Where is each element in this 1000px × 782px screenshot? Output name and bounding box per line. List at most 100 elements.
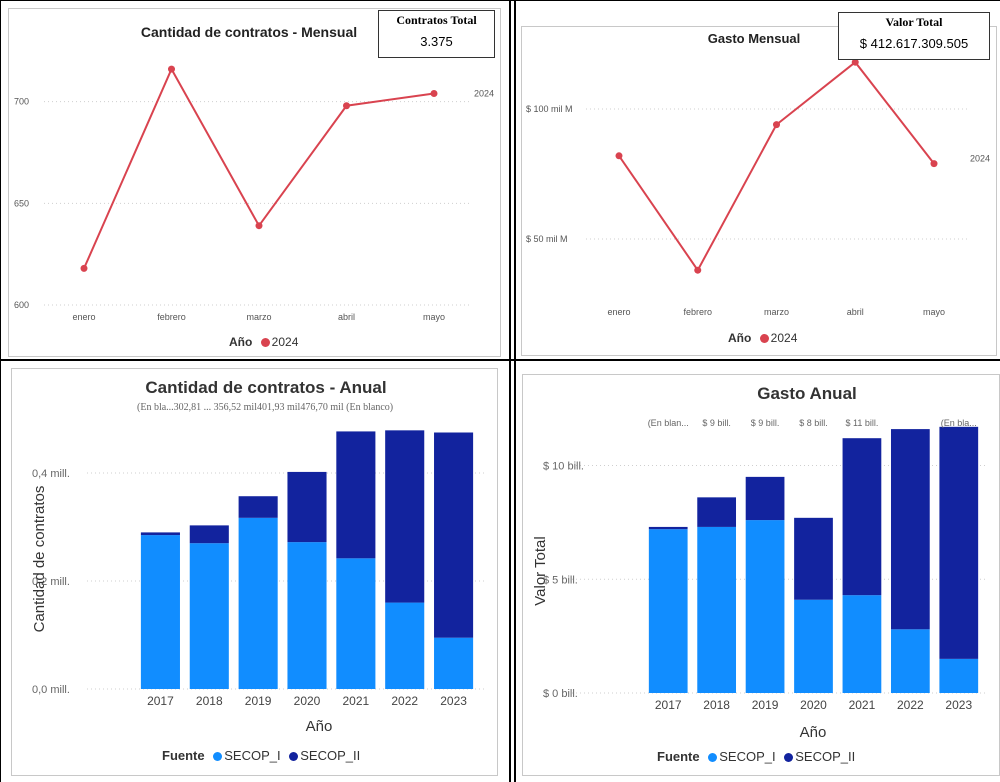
bar-total-label: $ 8 bill.: [799, 418, 828, 428]
bar-secop-ii: [287, 471, 327, 543]
legend-item-secop-ii: SECOP_II: [795, 749, 856, 764]
data-point: [168, 65, 175, 73]
bar-secop-i: [794, 599, 833, 693]
legend-dot-secop-ii: [289, 752, 299, 762]
x-tick-label: abril: [847, 307, 864, 317]
panel-annual-count: Cantidad de contratos - Anual Cantidad d…: [11, 368, 498, 776]
bar-secop-i: [336, 558, 376, 689]
x-tick-label: 2022: [391, 694, 418, 708]
y-tick-label: 650: [14, 198, 29, 208]
top-edge-line: [0, 0, 1000, 1]
legend-title: Fuente: [162, 748, 205, 763]
panel-monthly-count: Cantidad de contratos - Mensual 600 650 70…: [8, 8, 501, 357]
bar-total-label: $ 11 bill.: [845, 418, 878, 428]
monthly-count-chart: Cantidad de contratos - Mensual 600 650 70…: [14, 24, 494, 322]
y-tick-label: $ 10 bill.: [543, 461, 584, 473]
y-tick-label: 700: [14, 97, 29, 107]
x-tick-label: marzo: [246, 312, 271, 322]
data-point: [773, 121, 780, 129]
y-tick-label: $ 50 mil M: [526, 234, 568, 244]
bar-total-label: $ 9 bill.: [702, 418, 731, 428]
bar-total-label: (En bla...: [941, 418, 977, 428]
x-tick-label: mayo: [923, 307, 945, 317]
data-point: [851, 58, 859, 66]
x-tick-label: enero: [72, 312, 95, 322]
legend-dot-secop-i: [708, 753, 718, 763]
legend-item: 2024: [770, 331, 798, 345]
annual-count-chart: Cantidad de contratos - Anual Cantidad d…: [31, 378, 485, 735]
x-tick-label: febrero: [683, 307, 712, 317]
kpi-card-contratos: Contratos Total 3.375: [378, 10, 495, 58]
x-tick-label: 2019: [752, 698, 779, 712]
x-tick-label: marzo: [764, 307, 789, 317]
y-tick-label: 0,2 mill.: [32, 576, 70, 588]
data-point: [80, 264, 88, 272]
bar-secop-ii: [189, 525, 229, 544]
legend: Fuente SECOP_I SECOP_II: [162, 748, 360, 763]
bar-secop-ii: [434, 432, 474, 638]
bar-secop-i: [140, 535, 180, 689]
y-tick-label: $ 5 bill.: [543, 574, 578, 586]
kpi-card-valor: Valor Total $ 412.617.309.505: [838, 12, 990, 60]
bar-secop-ii: [890, 429, 930, 630]
legend-title: Fuente: [657, 749, 700, 764]
x-tick-label: 2023: [440, 694, 467, 708]
x-tick-label: 2022: [897, 698, 924, 712]
bar-secop-i: [745, 520, 785, 693]
series-end-label: 2024: [970, 153, 990, 163]
bar-secop-i: [890, 629, 930, 693]
x-tick-label: 2018: [196, 694, 223, 708]
bar-secop-i: [189, 543, 229, 689]
data-point: [255, 222, 263, 230]
x-tick-label: 2017: [655, 698, 682, 712]
data-point: [615, 152, 623, 160]
y-tick-label: 600: [14, 300, 29, 310]
chart-title: Cantidad de contratos - Mensual: [141, 24, 357, 40]
x-tick-label: 2021: [849, 698, 876, 712]
legend: Año 2024: [229, 335, 298, 349]
chart-title: Gasto Anual: [757, 384, 857, 403]
legend-dot-secop-i: [213, 752, 223, 762]
panel-monthly-spend: Gasto Mensual $ 50 mil M $ 100 mil M enero…: [521, 26, 997, 356]
x-axis-title: Año: [306, 718, 333, 735]
panel-annual-spend: Gasto Anual Valor Total Año $ 0 bill. $ 5…: [522, 374, 1000, 776]
bar-secop-ii: [336, 431, 376, 559]
bar-secop-ii: [648, 526, 688, 530]
bar-secop-ii: [939, 426, 979, 659]
bar-secop-ii: [794, 517, 833, 600]
data-point: [430, 90, 438, 98]
data-labels-top: (En bla...302,81 ... 356,52 mil401,93 mi…: [137, 402, 394, 413]
annual-spend-chart: Gasto Anual Valor Total Año $ 0 bill. $ 5…: [532, 384, 988, 741]
kpi-title: Valor Total: [885, 15, 943, 29]
left-edge-line: [0, 0, 1, 782]
series-end-label: 2024: [474, 89, 494, 99]
legend-title: Año: [229, 335, 253, 349]
y-tick-label: $ 0 bill.: [543, 688, 578, 700]
kpi-value: 3.375: [420, 34, 453, 49]
kpi-value: $ 412.617.309.505: [859, 36, 969, 51]
bar-secop-ii: [745, 476, 785, 521]
x-tick-label: 2019: [245, 694, 272, 708]
legend-dot: [759, 334, 769, 344]
y-tick-label: 0,0 mill.: [32, 684, 70, 696]
separator-vertical: [509, 0, 511, 782]
legend-dot-secop-ii: [784, 753, 794, 763]
bar-secop-i: [648, 529, 688, 693]
x-tick-label: febrero: [157, 312, 186, 322]
x-tick-label: abril: [338, 312, 355, 322]
bar-secop-ii: [140, 532, 180, 536]
monthly-spend-chart: Gasto Mensual $ 50 mil M $ 100 mil M enero…: [526, 31, 990, 317]
x-tick-label: 2017: [147, 694, 174, 708]
x-tick-label: 2023: [945, 698, 972, 712]
legend-item-secop-i: SECOP_I: [719, 749, 776, 764]
x-tick-label: mayo: [423, 312, 445, 322]
chart-title: Gasto Mensual: [708, 31, 800, 46]
y-axis-title: Cantidad de contratos: [31, 486, 48, 633]
bar-secop-i: [385, 602, 425, 689]
bar-total-label: (En blan...: [648, 418, 689, 428]
y-tick-label: 0,4 mill.: [32, 468, 70, 480]
legend: Año 2024: [728, 331, 797, 345]
bar-secop-i: [697, 526, 737, 693]
x-tick-label: 2020: [294, 694, 321, 708]
x-tick-label: enero: [607, 307, 630, 317]
